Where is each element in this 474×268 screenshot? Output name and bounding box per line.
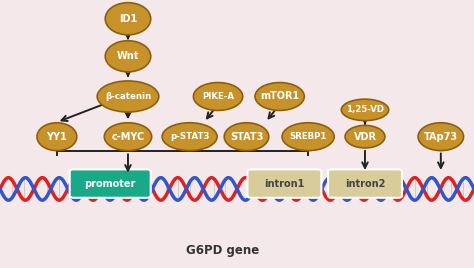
Ellipse shape — [105, 41, 151, 72]
Ellipse shape — [255, 83, 304, 110]
Ellipse shape — [97, 81, 159, 112]
Text: SREBP1: SREBP1 — [290, 132, 327, 141]
Text: TAp73: TAp73 — [424, 132, 458, 142]
Text: YY1: YY1 — [46, 132, 67, 142]
Text: promoter: promoter — [84, 178, 136, 189]
FancyBboxPatch shape — [70, 169, 151, 198]
FancyBboxPatch shape — [247, 169, 321, 198]
Text: intron1: intron1 — [264, 178, 305, 189]
FancyBboxPatch shape — [328, 169, 402, 198]
Text: mTOR1: mTOR1 — [260, 91, 299, 102]
Text: c-MYC: c-MYC — [111, 132, 145, 142]
Ellipse shape — [37, 123, 77, 151]
Ellipse shape — [341, 99, 389, 121]
Text: 1,25-VD: 1,25-VD — [346, 105, 384, 114]
Text: PIKE-A: PIKE-A — [202, 92, 234, 101]
Ellipse shape — [105, 3, 151, 35]
Text: ID1: ID1 — [119, 14, 137, 24]
Ellipse shape — [345, 125, 385, 148]
Ellipse shape — [418, 123, 464, 151]
Text: β-catenin: β-catenin — [105, 92, 151, 101]
Text: p-STAT3: p-STAT3 — [170, 132, 210, 141]
Text: Wnt: Wnt — [117, 51, 139, 61]
Ellipse shape — [224, 123, 269, 151]
Text: G6PD gene: G6PD gene — [186, 244, 259, 257]
Text: intron2: intron2 — [345, 178, 385, 189]
Ellipse shape — [104, 123, 152, 151]
Text: STAT3: STAT3 — [230, 132, 263, 142]
Text: VDR: VDR — [354, 132, 376, 142]
Ellipse shape — [282, 123, 334, 151]
Ellipse shape — [162, 123, 217, 151]
Ellipse shape — [193, 83, 243, 110]
